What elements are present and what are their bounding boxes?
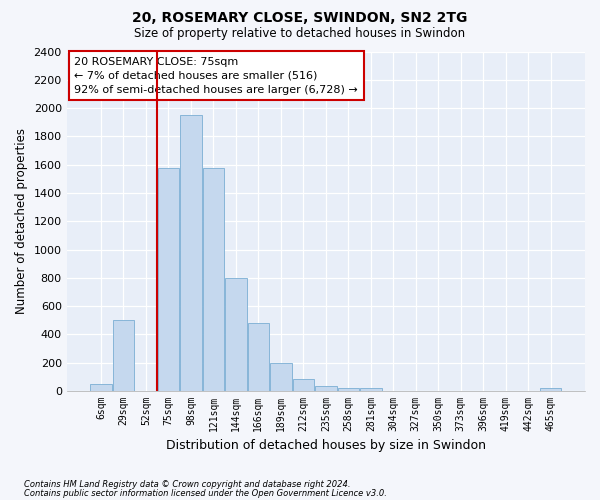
Bar xyxy=(113,320,134,391)
Bar xyxy=(293,379,314,391)
Text: Contains public sector information licensed under the Open Government Licence v3: Contains public sector information licen… xyxy=(24,488,387,498)
Bar xyxy=(270,363,292,391)
Bar xyxy=(203,168,224,391)
Bar xyxy=(225,278,247,391)
Text: 20 ROSEMARY CLOSE: 75sqm
← 7% of detached houses are smaller (516)
92% of semi-d: 20 ROSEMARY CLOSE: 75sqm ← 7% of detache… xyxy=(74,56,358,94)
Bar xyxy=(180,115,202,391)
Bar xyxy=(248,323,269,391)
Bar xyxy=(315,386,337,391)
Bar xyxy=(360,388,382,391)
Bar xyxy=(90,384,112,391)
Text: 20, ROSEMARY CLOSE, SWINDON, SN2 2TG: 20, ROSEMARY CLOSE, SWINDON, SN2 2TG xyxy=(133,11,467,25)
Bar xyxy=(338,388,359,391)
Text: Contains HM Land Registry data © Crown copyright and database right 2024.: Contains HM Land Registry data © Crown c… xyxy=(24,480,350,489)
X-axis label: Distribution of detached houses by size in Swindon: Distribution of detached houses by size … xyxy=(166,440,486,452)
Bar xyxy=(540,388,562,391)
Y-axis label: Number of detached properties: Number of detached properties xyxy=(15,128,28,314)
Text: Size of property relative to detached houses in Swindon: Size of property relative to detached ho… xyxy=(134,26,466,40)
Bar xyxy=(158,168,179,391)
